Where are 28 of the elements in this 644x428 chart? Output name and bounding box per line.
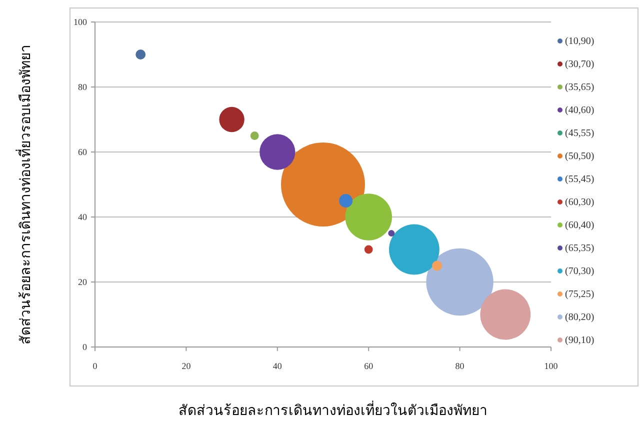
y-tick-label: 60 <box>78 147 88 157</box>
y-axis-title: สัดส่วนร้อยละการเดินทางท่องเที่ยวรอบเมืองพัทยา <box>16 44 34 344</box>
y-tick-label: 0 <box>82 342 88 352</box>
legend-label: (65,35) <box>565 243 594 254</box>
legend-label: (80,20) <box>565 312 594 323</box>
legend-label: (60,30) <box>565 197 594 208</box>
legend-label: (70,30) <box>565 266 594 277</box>
legend-label: (30,70) <box>565 59 594 70</box>
y-tick-label: 40 <box>78 212 88 222</box>
legend-label: (60,40) <box>565 220 594 231</box>
legend-label: (45,55) <box>565 128 594 139</box>
legend-label: (75,25) <box>565 289 594 300</box>
legend-label: (55,45) <box>565 174 594 185</box>
x-tick-label: 20 <box>182 361 192 371</box>
x-axis-title: สัดส่วนร้อยละการเดินทางท่องเที่ยวในตัวเมืองพัทยา <box>178 401 488 419</box>
legend-label: (90,10) <box>565 335 594 346</box>
legend-label: (10,90) <box>565 36 594 47</box>
legend-label: (35,65) <box>565 82 594 93</box>
x-tick-label: 100 <box>544 361 558 371</box>
y-tick-label: 20 <box>78 277 88 287</box>
x-tick-label: 60 <box>364 361 374 371</box>
y-tick-label: 100 <box>74 17 88 27</box>
x-tick-label: 40 <box>272 361 282 371</box>
legend-label: (40,60) <box>565 105 594 116</box>
y-tick-label: 80 <box>78 82 88 92</box>
x-tick-label: 80 <box>455 361 465 371</box>
legend-label: (50,50) <box>565 151 594 162</box>
x-tick-label: 0 <box>92 361 98 371</box>
